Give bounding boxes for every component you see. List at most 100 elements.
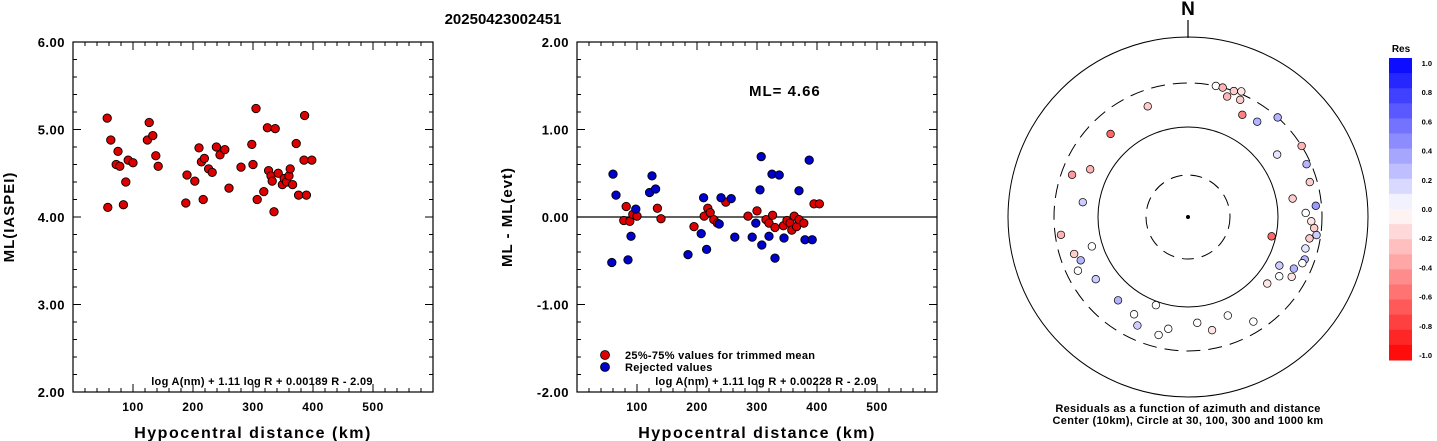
data-point [799, 218, 809, 228]
colorbar-tick-label: 0.8 [1422, 88, 1432, 97]
data-point [220, 144, 230, 155]
ring-300km [1053, 82, 1323, 352]
y-tick-label: 0.00 [542, 210, 569, 225]
station-residual-point [1288, 194, 1297, 203]
legend-marker-trimmed [600, 350, 610, 360]
y-tick-label: -1.00 [537, 298, 569, 313]
data-point [623, 255, 633, 265]
station-residual-point [1287, 272, 1296, 282]
data-point [252, 194, 262, 205]
station-residual-point [1133, 321, 1142, 330]
colorbar-cell [1389, 178, 1412, 195]
station-residual-point [1263, 279, 1272, 288]
data-point [269, 207, 279, 217]
data-point [647, 171, 657, 181]
data-point [181, 198, 191, 208]
station-residual-point [1091, 275, 1100, 284]
data-point [285, 164, 295, 174]
station-residual-point [1193, 318, 1202, 327]
colorbar-cell [1389, 344, 1412, 361]
data-point [307, 155, 317, 165]
data-point [656, 214, 666, 224]
x-axis-label: Hypocentral distance (km) [638, 425, 876, 441]
x-axis-label: Hypocentral distance (km) [134, 425, 372, 441]
north-label: N [1181, 0, 1195, 20]
data-point [770, 253, 780, 263]
station-residual-point [1272, 150, 1282, 159]
data-point [299, 110, 310, 121]
y-tick-label: 5.00 [38, 123, 65, 138]
colorbar-cell [1389, 284, 1412, 301]
colorbar-tick-label: -0.2 [1419, 234, 1432, 243]
station-residual-point [1067, 170, 1077, 179]
data-point [121, 177, 131, 187]
station-residual-point [1267, 232, 1276, 241]
station-residual-point [1249, 317, 1258, 326]
data-point [267, 176, 277, 186]
legend-label-rejected: Rejected values [625, 362, 713, 374]
ring-100km [1097, 126, 1279, 308]
data-point [621, 201, 631, 212]
colorbar-cell [1389, 269, 1412, 285]
data-point [144, 117, 154, 128]
data-point [198, 194, 208, 205]
colorbar-tick-label: 1.0 [1422, 59, 1432, 68]
station-residual-point [1237, 87, 1246, 96]
data-point [259, 186, 269, 197]
formula-label: log A(nm) + 1.11 log R + 0.00228 R - 2.0… [655, 376, 877, 388]
colorbar-cell [1389, 314, 1412, 331]
data-point [752, 206, 762, 216]
data-point [774, 170, 784, 180]
data-point [299, 155, 309, 165]
station-residual-point [1301, 244, 1310, 253]
colorbar-cell [1389, 148, 1412, 165]
data-point [301, 190, 312, 200]
x-tick-label: 100 [122, 400, 144, 414]
x-tick-label: 300 [746, 400, 768, 414]
data-point [611, 190, 621, 200]
y-tick-label: 3.00 [38, 298, 65, 313]
colorbar-cell [1389, 299, 1412, 316]
plot-frame [72, 41, 434, 393]
station-residual-point [1229, 86, 1238, 96]
colorbar-cell [1389, 118, 1412, 134]
data-point [153, 161, 163, 171]
data-point [182, 170, 192, 180]
y-tick-label: 2.00 [542, 35, 569, 50]
data-point [113, 146, 123, 157]
station-residual-point [1238, 110, 1247, 119]
station-residual-point [1273, 113, 1282, 122]
station-residual-point [1223, 92, 1232, 101]
data-point [190, 176, 200, 186]
colorbar-tick-label: -0.4 [1419, 263, 1433, 272]
colorbar-title: Res [1392, 44, 1411, 55]
data-point [194, 143, 204, 153]
data-point [128, 158, 138, 168]
data-point [696, 228, 706, 239]
data-point [730, 232, 740, 242]
x-tick-label: 500 [362, 400, 384, 414]
data-point [103, 202, 113, 213]
x-tick-label: 400 [806, 400, 828, 414]
x-tick-label: 300 [242, 400, 264, 414]
data-point [291, 138, 301, 149]
station-residual-point [1056, 230, 1066, 240]
colorbar-tick-label: 0.4 [1422, 147, 1433, 156]
station-residual-point [1236, 95, 1245, 104]
ml-value-label: ML= 4.66 [749, 83, 821, 100]
y-tick-label: 1.00 [542, 123, 569, 138]
data-point [199, 153, 210, 164]
page-title: 20250423002451 [445, 11, 562, 28]
data-point [794, 186, 804, 196]
data-point [714, 219, 724, 229]
data-point [726, 193, 736, 204]
data-point [247, 139, 257, 150]
colorbar-cell [1389, 329, 1412, 346]
station-residual-point [1073, 266, 1083, 275]
station-residual-point [1253, 117, 1262, 126]
station-residual-point [1305, 177, 1314, 187]
data-point [273, 168, 283, 178]
legend-marker-rejected [600, 362, 610, 372]
colorbar-cell [1389, 58, 1412, 74]
